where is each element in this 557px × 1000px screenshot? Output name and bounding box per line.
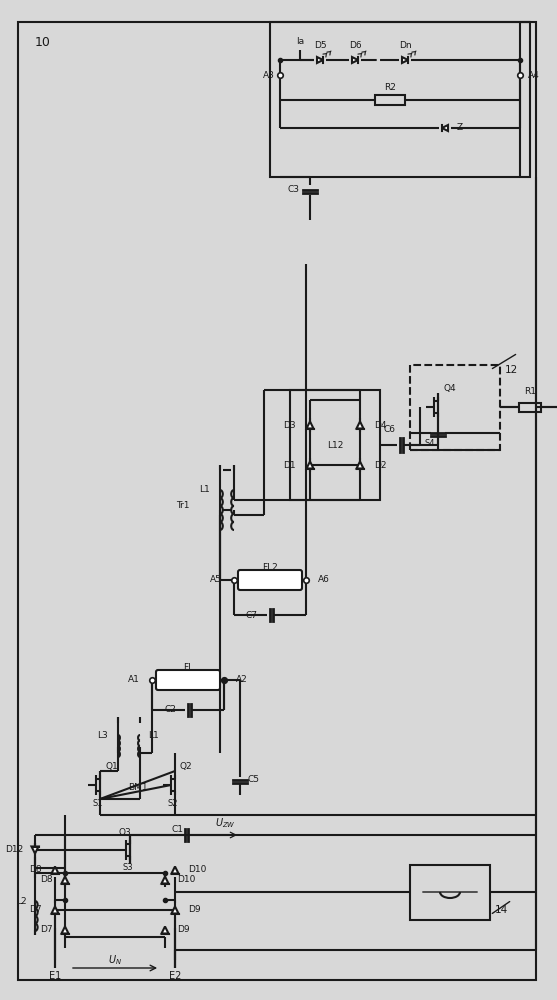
Text: D7: D7	[30, 906, 42, 914]
Text: A4: A4	[528, 70, 540, 80]
Text: 14: 14	[495, 905, 508, 915]
Text: Dn: Dn	[399, 40, 411, 49]
Text: D2: D2	[374, 460, 387, 470]
Text: L1: L1	[148, 730, 159, 740]
Text: D8: D8	[40, 876, 53, 884]
Polygon shape	[317, 57, 323, 63]
Text: C7: C7	[246, 610, 258, 619]
Text: S4: S4	[425, 438, 435, 448]
Text: Q4: Q4	[443, 384, 456, 393]
Text: L12: L12	[327, 440, 343, 450]
Polygon shape	[61, 876, 69, 884]
FancyBboxPatch shape	[156, 670, 220, 690]
Text: S2: S2	[168, 798, 178, 808]
Polygon shape	[51, 866, 58, 874]
Text: Ia: Ia	[296, 37, 304, 46]
Polygon shape	[306, 422, 314, 428]
Text: FL2: FL2	[262, 564, 278, 572]
Polygon shape	[162, 876, 169, 884]
Text: C2: C2	[164, 706, 176, 714]
Text: C6: C6	[384, 426, 396, 434]
Text: Tr1: Tr1	[177, 500, 190, 510]
Polygon shape	[402, 57, 408, 63]
Text: D10: D10	[177, 876, 196, 884]
Text: D1: D1	[284, 460, 296, 470]
Polygon shape	[442, 125, 448, 131]
Polygon shape	[356, 422, 364, 428]
Text: E2: E2	[169, 971, 181, 981]
Bar	[270, 22, 530, 177]
Polygon shape	[32, 846, 38, 854]
Text: S3: S3	[123, 862, 133, 871]
Text: D3: D3	[284, 420, 296, 430]
Text: $U_{ZW}$: $U_{ZW}$	[214, 816, 236, 830]
Text: D9: D9	[177, 926, 189, 934]
Text: A5: A5	[210, 576, 222, 584]
Text: S1: S1	[93, 798, 103, 808]
Text: 12: 12	[505, 365, 518, 375]
Text: A6: A6	[318, 576, 330, 584]
Text: L2: L2	[16, 896, 27, 906]
Text: D12: D12	[5, 846, 23, 854]
Polygon shape	[162, 926, 169, 934]
Text: C5: C5	[248, 776, 260, 784]
Text: D10: D10	[188, 865, 207, 874]
Text: D4: D4	[374, 420, 387, 430]
Text: L1: L1	[199, 486, 210, 494]
Bar	[410, 865, 490, 920]
Polygon shape	[172, 906, 178, 914]
Text: C3: C3	[288, 186, 300, 194]
Text: D6: D6	[349, 40, 361, 49]
Text: D7: D7	[40, 926, 53, 934]
Polygon shape	[352, 57, 358, 63]
Text: Q2: Q2	[180, 762, 193, 772]
Text: Q1: Q1	[105, 762, 118, 772]
Polygon shape	[51, 906, 58, 914]
Bar	[290, 390, 380, 500]
Text: 10: 10	[35, 35, 51, 48]
Text: Q3: Q3	[119, 828, 131, 836]
Polygon shape	[61, 926, 69, 934]
Bar	[410, 365, 500, 450]
Text: L3: L3	[97, 730, 108, 740]
Text: FL: FL	[183, 664, 193, 672]
FancyBboxPatch shape	[238, 570, 302, 590]
Text: $U_N$: $U_N$	[108, 953, 122, 967]
Text: BM1: BM1	[128, 784, 148, 792]
Text: D8: D8	[30, 865, 42, 874]
Polygon shape	[356, 462, 364, 468]
Text: A2: A2	[236, 676, 248, 684]
Bar	[375, 95, 405, 105]
Text: D9: D9	[188, 906, 201, 914]
Text: Z: Z	[457, 123, 463, 132]
Text: R1: R1	[524, 387, 536, 396]
Bar	[519, 402, 541, 412]
Text: R2: R2	[384, 83, 396, 92]
Text: C1: C1	[171, 826, 183, 834]
Polygon shape	[172, 866, 178, 874]
Text: A3: A3	[263, 70, 275, 80]
Text: D5: D5	[314, 40, 326, 49]
Polygon shape	[306, 462, 314, 468]
Text: A1: A1	[128, 676, 140, 684]
Text: E1: E1	[49, 971, 61, 981]
